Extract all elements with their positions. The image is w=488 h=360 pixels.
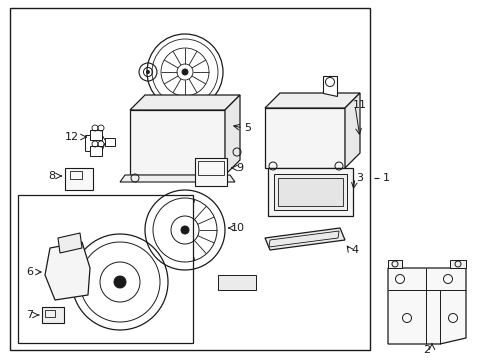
Bar <box>90 146 102 156</box>
Bar <box>90 130 102 140</box>
Bar <box>70 171 82 179</box>
Text: 10: 10 <box>230 223 244 233</box>
Polygon shape <box>345 93 359 168</box>
Text: 12: 12 <box>65 132 79 142</box>
Text: 2: 2 <box>423 345 429 355</box>
Polygon shape <box>264 228 345 250</box>
Polygon shape <box>323 76 336 96</box>
Bar <box>45 310 55 317</box>
Bar <box>10 8 369 350</box>
Circle shape <box>146 71 149 73</box>
Bar <box>198 161 224 175</box>
Polygon shape <box>130 110 224 175</box>
Bar <box>42 307 64 323</box>
Text: 1: 1 <box>382 173 389 183</box>
Circle shape <box>181 226 189 234</box>
Bar <box>18 195 193 343</box>
Polygon shape <box>120 175 235 182</box>
Text: 6: 6 <box>26 267 34 277</box>
Bar <box>267 168 352 216</box>
Polygon shape <box>130 95 240 110</box>
Text: 8: 8 <box>48 171 56 181</box>
Text: 5: 5 <box>244 123 251 133</box>
Circle shape <box>182 69 187 75</box>
Text: 11: 11 <box>352 100 366 110</box>
Polygon shape <box>224 95 240 175</box>
Circle shape <box>114 276 126 288</box>
Polygon shape <box>58 233 82 253</box>
Bar <box>218 275 256 290</box>
Polygon shape <box>387 260 401 268</box>
Text: 3: 3 <box>356 173 363 183</box>
Text: 4: 4 <box>351 245 358 255</box>
Polygon shape <box>45 242 90 300</box>
Bar <box>273 174 346 210</box>
Bar <box>65 168 93 190</box>
Text: 9: 9 <box>236 163 243 173</box>
Bar <box>105 138 115 146</box>
Polygon shape <box>449 260 465 268</box>
Text: 7: 7 <box>26 310 34 320</box>
Polygon shape <box>264 108 345 168</box>
Bar <box>195 158 226 186</box>
Bar <box>278 178 342 206</box>
Polygon shape <box>264 93 359 108</box>
Polygon shape <box>387 268 465 344</box>
